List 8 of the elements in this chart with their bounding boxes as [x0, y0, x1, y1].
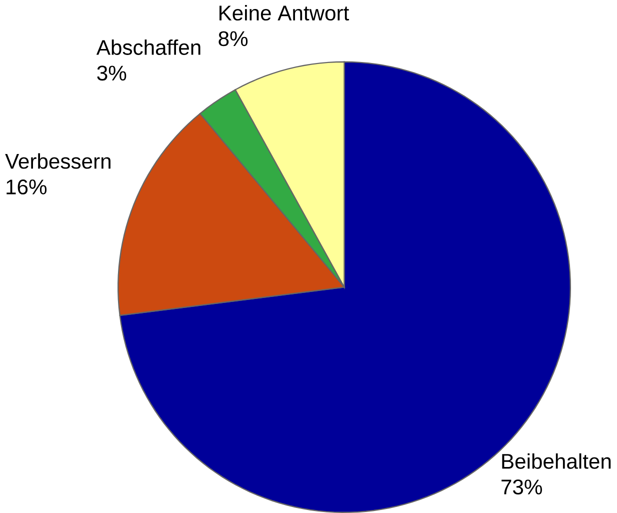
data-label: 3% [97, 66, 126, 81]
slice-label: Verbessern [5, 153, 110, 169]
slice-label: Beibehalten [502, 453, 611, 469]
slice-label: Keine Antwort [220, 5, 350, 21]
slice-label: Abschaffen [96, 39, 200, 55]
data-label: 16% [6, 179, 47, 194]
data-label: 8% [218, 31, 248, 46]
data-label: 73% [502, 480, 542, 494]
